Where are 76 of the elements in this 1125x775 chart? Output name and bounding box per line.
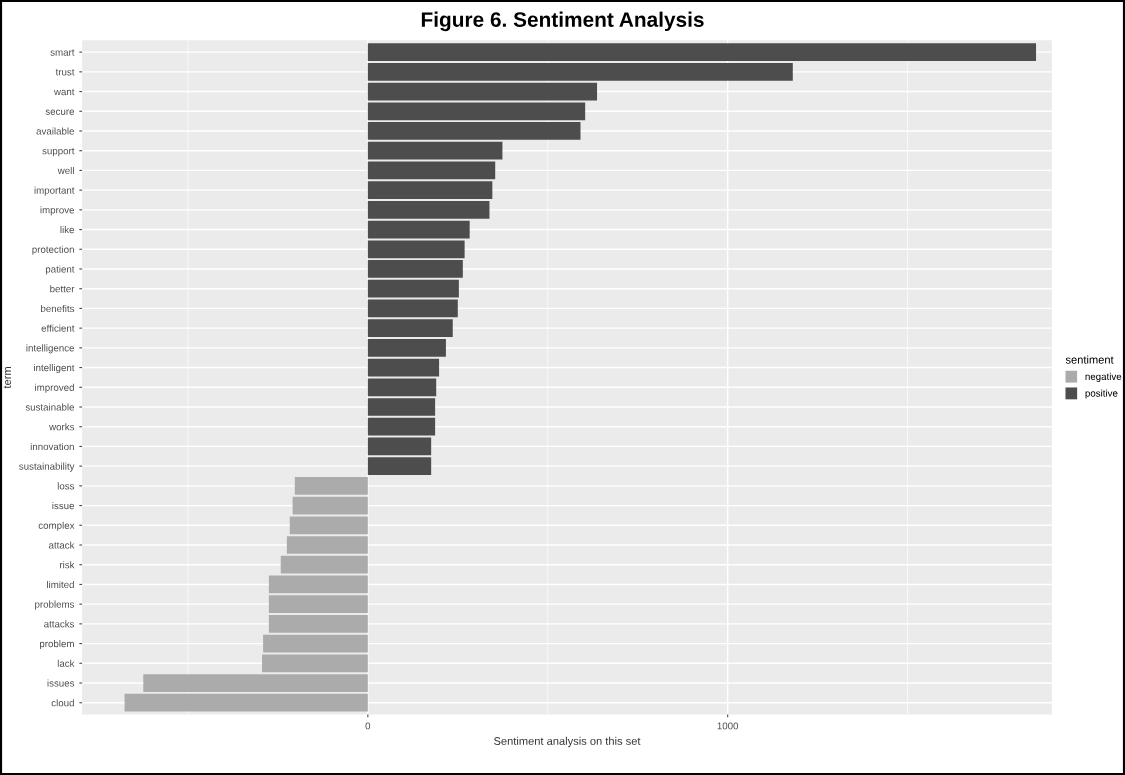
- y-tick-label: works: [49, 423, 75, 431]
- y-tick-label: issue: [52, 502, 75, 510]
- y-tick-label: attacks: [44, 620, 75, 628]
- bar: [367, 122, 581, 140]
- y-tick-label: important: [34, 186, 75, 196]
- bar: [367, 260, 463, 278]
- bar: [289, 516, 368, 535]
- y-tick-label: limited: [47, 580, 74, 589]
- bar: [292, 496, 368, 515]
- y-tick-label: patient: [45, 265, 75, 275]
- bar: [367, 220, 470, 239]
- x-tick-label: 0: [365, 722, 371, 730]
- y-tick-label: better: [50, 285, 75, 293]
- x-axis-title: Sentiment analysis on this set: [494, 736, 641, 748]
- y-tick-label: intelligence: [26, 344, 75, 354]
- bar: [143, 674, 368, 692]
- bar: [268, 575, 368, 594]
- y-tick-label: complex: [38, 521, 75, 531]
- bar: [367, 279, 459, 298]
- bar: [280, 555, 368, 574]
- bar: [367, 457, 432, 476]
- y-tick-label: like: [60, 226, 75, 234]
- y-tick-label: well: [57, 166, 74, 175]
- bar: [367, 240, 465, 259]
- y-tick-label: loss: [57, 482, 75, 490]
- bar: [294, 476, 368, 495]
- y-tick-label: sustainable: [25, 403, 75, 411]
- y-tick-label: issues: [47, 679, 75, 687]
- legend-label: positive: [1085, 389, 1118, 399]
- bar: [262, 654, 368, 673]
- bar: [367, 378, 437, 397]
- y-tick-label: efficient: [41, 324, 75, 332]
- y-tick-label: smart: [50, 49, 75, 56]
- bar: [367, 398, 436, 416]
- bar: [367, 200, 490, 219]
- y-tick-label: lack: [57, 659, 75, 667]
- x-tick-label: 1000: [717, 722, 739, 730]
- y-tick-label: intelligent: [34, 364, 75, 374]
- bar: [367, 437, 432, 456]
- bar: [367, 62, 793, 81]
- bar: [124, 693, 368, 712]
- bar: [268, 614, 368, 633]
- bar: [367, 358, 440, 377]
- y-axis-title: term: [3, 367, 12, 389]
- bar: [367, 338, 446, 357]
- y-tick-label: problem: [39, 640, 74, 650]
- bar: [367, 299, 458, 318]
- bar: [367, 43, 1037, 61]
- y-tick-label: risk: [60, 561, 75, 569]
- chart-title: Figure 6. Sentiment Analysis: [421, 11, 704, 32]
- bar: [367, 319, 453, 338]
- bar: [286, 536, 368, 554]
- bar: [367, 181, 493, 200]
- y-tick-label: trust: [55, 69, 75, 76]
- bar: [268, 595, 368, 614]
- bar: [263, 634, 368, 653]
- legend-label: negative: [1085, 372, 1122, 382]
- y-tick-label: available: [36, 127, 75, 135]
- y-tick-label: improved: [35, 383, 74, 393]
- y-tick-label: cloud: [51, 699, 74, 707]
- y-tick-label: want: [53, 88, 75, 96]
- y-tick-label: attack: [48, 541, 75, 549]
- y-tick-label: protection: [32, 245, 74, 255]
- bar: [367, 141, 503, 160]
- y-tick-label: sustainability: [19, 462, 75, 472]
- y-tick-label: improve: [40, 206, 75, 216]
- bar: [367, 82, 598, 101]
- bar: [367, 161, 496, 180]
- y-tick-label: secure: [45, 109, 75, 115]
- y-tick-label: benefits: [41, 304, 75, 313]
- bar: [367, 417, 436, 436]
- y-tick-label: support: [42, 147, 75, 157]
- y-tick-label: problems: [35, 600, 75, 610]
- legend-title: sentiment: [1065, 355, 1114, 364]
- y-tick-label: innovation: [30, 442, 74, 451]
- bar: [367, 102, 586, 121]
